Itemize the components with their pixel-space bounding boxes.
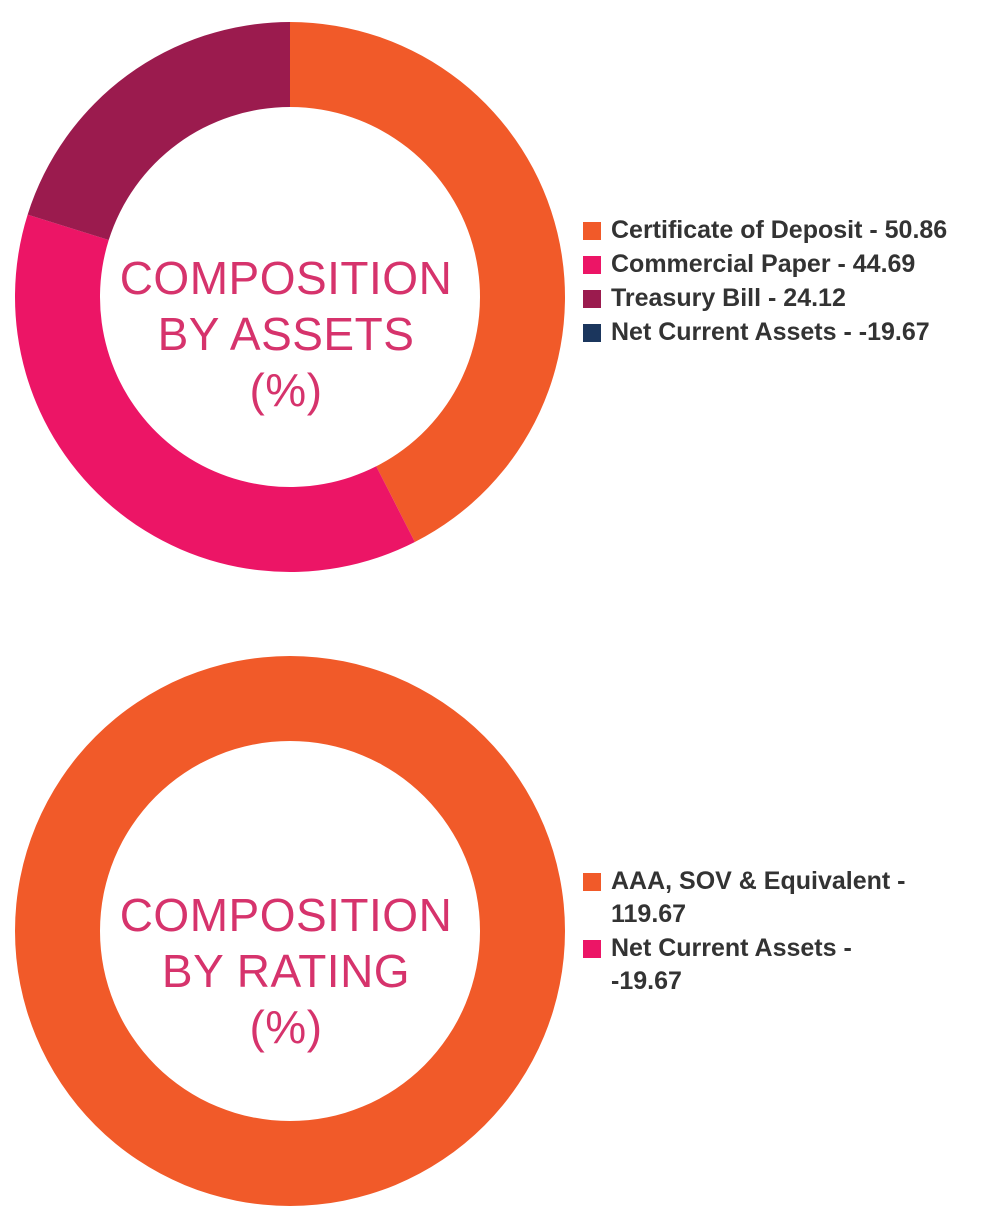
legend-label: Net Current Assets - -19.67 <box>611 318 930 346</box>
legend-item-treasury-bill: Treasury Bill - 24.12 <box>583 282 988 315</box>
rating-title-line-3: (%) <box>249 1001 323 1053</box>
composition-by-rating-chart: COMPOSITION BY RATING (%) AAA, SOV & Equ… <box>0 640 998 1219</box>
rating-chart-title: COMPOSITION BY RATING (%) <box>66 887 506 1055</box>
legend-label: AAA, SOV & Equivalent - 119.67 <box>611 867 906 928</box>
assets-title-line-3: (%) <box>249 364 323 416</box>
legend-swatch <box>583 290 601 308</box>
legend-item-commercial-paper: Commercial Paper - 44.69 <box>583 248 988 281</box>
legend-item-certificate-of-deposit: Certificate of Deposit - 50.86 <box>583 214 988 247</box>
legend-label: Treasury Bill - 24.12 <box>611 284 846 312</box>
slice-commercial-paper <box>14 214 415 572</box>
legend-swatch <box>583 873 601 891</box>
slice-treasury-bill <box>27 22 290 241</box>
slice-aaa-sov-equivalent <box>15 656 565 1206</box>
rating-legend: AAA, SOV & Equivalent - 119.67 Net Curre… <box>583 865 928 999</box>
slice-certificate-of-deposit <box>290 22 565 543</box>
assets-chart-title: COMPOSITION BY ASSETS (%) <box>66 250 506 418</box>
legend-swatch <box>583 940 601 958</box>
legend-label: Net Current Assets - -19.67 <box>611 934 852 995</box>
assets-legend: Certificate of Deposit - 50.86 Commercia… <box>583 214 988 350</box>
legend-swatch <box>583 256 601 274</box>
legend-label: Certificate of Deposit - 50.86 <box>611 216 948 244</box>
legend-swatch <box>583 222 601 240</box>
legend-label: Commercial Paper - 44.69 <box>611 250 916 278</box>
rating-title-line-1: COMPOSITION <box>119 889 453 941</box>
legend-item-net-current-assets: Net Current Assets - -19.67 <box>583 316 988 349</box>
legend-swatch <box>583 324 601 342</box>
rating-title-line-2: BY RATING <box>161 945 411 997</box>
assets-title-line-2: BY ASSETS <box>157 308 415 360</box>
assets-donut <box>14 22 565 572</box>
legend-item-net-current-assets: Net Current Assets - -19.67 <box>583 932 928 998</box>
rating-donut <box>15 656 565 1206</box>
legend-item-aaa-sov-equivalent: AAA, SOV & Equivalent - 119.67 <box>583 865 928 931</box>
assets-title-line-1: COMPOSITION <box>119 252 453 304</box>
composition-by-assets-chart: COMPOSITION BY ASSETS (%) Certificate of… <box>0 0 998 600</box>
